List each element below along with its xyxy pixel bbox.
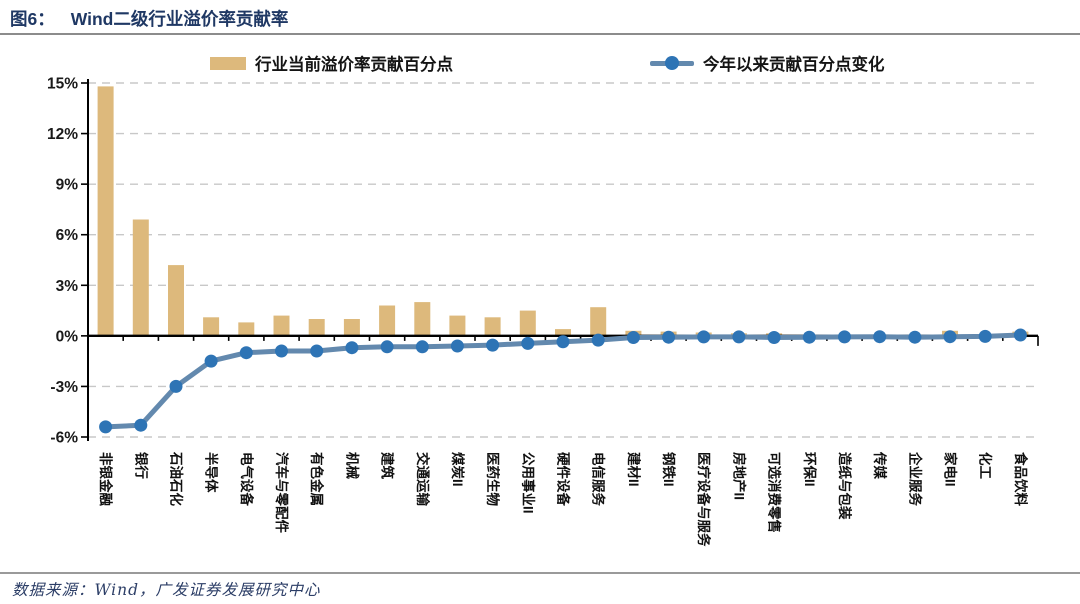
line-marker	[697, 330, 711, 344]
line-marker	[802, 330, 816, 344]
x-category-label: 石油石化	[169, 451, 185, 506]
line-marker	[99, 420, 113, 434]
line-marker	[486, 338, 500, 352]
y-tick-label: 9%	[56, 177, 79, 194]
bar	[308, 319, 325, 336]
data-source-note: 数据来源：Wind，广发证券发展研究中心	[12, 581, 321, 599]
bar	[449, 315, 466, 336]
bar	[203, 317, 220, 336]
line-marker	[239, 346, 253, 360]
y-tick-label: -6%	[50, 430, 78, 447]
x-category-label: 医疗设备与服务	[696, 452, 712, 547]
line-marker	[767, 331, 781, 344]
y-tick-label: 0%	[56, 328, 79, 345]
line-marker	[521, 336, 535, 350]
x-category-label: 建材II	[626, 451, 642, 487]
line-marker	[626, 331, 640, 344]
legend-line-series: 今年以来贡献百分点变化	[650, 51, 885, 75]
line-marker	[908, 330, 922, 344]
legend-bar-series: 行业当前溢价率贡献百分点	[210, 51, 453, 75]
line-marker	[662, 330, 676, 344]
x-category-label: 银行	[133, 452, 149, 479]
x-category-label: 汽车与零配件	[274, 452, 290, 533]
page-title: 图6： Wind二级行业溢价率贡献率	[10, 6, 288, 31]
x-category-label: 家电II	[943, 452, 959, 487]
line-marker	[838, 330, 851, 344]
line-marker	[873, 330, 887, 344]
x-category-label: 钢铁II	[661, 452, 677, 487]
line-marker	[943, 330, 957, 344]
x-category-label: 公用事业II	[520, 452, 536, 514]
x-category-label: 房地产II	[731, 452, 747, 500]
y-tick-label: 12%	[47, 126, 78, 143]
bar-series-swatch-icon	[210, 56, 246, 70]
x-category-label: 煤炭II	[450, 452, 466, 487]
x-category-label: 造纸与包装	[837, 452, 853, 520]
bar	[238, 322, 255, 336]
bar	[132, 219, 149, 336]
bar	[273, 315, 290, 336]
bar	[343, 319, 360, 336]
figure-label: 图6：	[10, 9, 55, 29]
line-marker	[1013, 328, 1027, 342]
y-tick-label: 15%	[47, 76, 78, 93]
x-category-label: 可选消费零售	[767, 452, 783, 533]
line-series-label: 今年以来贡献百分点变化	[703, 56, 885, 74]
line-marker	[556, 335, 570, 349]
line-marker	[380, 340, 394, 354]
x-category-label: 食品饮料	[1013, 452, 1029, 506]
x-category-label: 医药生物	[485, 452, 501, 506]
footer-divider	[0, 572, 1080, 574]
bar	[484, 317, 501, 336]
line-marker	[345, 341, 359, 355]
line-marker	[415, 340, 429, 354]
line-marker	[978, 329, 992, 343]
x-category-label: 有色金属	[309, 452, 325, 506]
line-marker	[310, 344, 324, 358]
bar	[97, 86, 114, 336]
bar	[555, 329, 571, 336]
line-series-swatch-icon	[650, 56, 694, 70]
x-category-label: 企业服务	[907, 451, 923, 506]
line-marker	[169, 379, 183, 393]
x-category-label: 非银金融	[98, 452, 114, 506]
line-marker	[732, 330, 746, 344]
bar	[379, 305, 396, 336]
x-category-label: 机械	[344, 452, 360, 479]
line-marker	[204, 354, 218, 368]
bar	[590, 307, 607, 336]
x-category-label: 建筑	[380, 451, 396, 479]
x-category-label: 半导体	[204, 452, 220, 493]
x-category-label: 环保II	[802, 452, 818, 487]
x-category-label: 化工	[978, 452, 994, 479]
y-tick-label: -3%	[50, 379, 78, 396]
bar	[168, 265, 184, 336]
x-category-label: 硬件设备	[556, 452, 572, 506]
bar	[519, 310, 536, 336]
title-divider	[0, 33, 1080, 35]
bar	[414, 302, 431, 336]
line-marker	[134, 418, 148, 432]
x-category-label: 电气设备	[239, 452, 255, 506]
x-category-label: 传媒	[872, 451, 888, 479]
line-marker	[275, 344, 288, 358]
line-marker	[450, 339, 464, 353]
bar-series-label: 行业当前溢价率贡献百分点	[255, 56, 453, 74]
x-category-label: 交通运输	[415, 452, 431, 506]
line-marker	[591, 333, 605, 347]
x-category-label: 电信服务	[591, 452, 607, 506]
figure-title: Wind二级行业溢价率贡献率	[70, 9, 289, 29]
line-swatch-marker	[665, 56, 679, 70]
y-tick-label: 3%	[56, 278, 79, 295]
y-tick-label: 6%	[56, 227, 79, 244]
